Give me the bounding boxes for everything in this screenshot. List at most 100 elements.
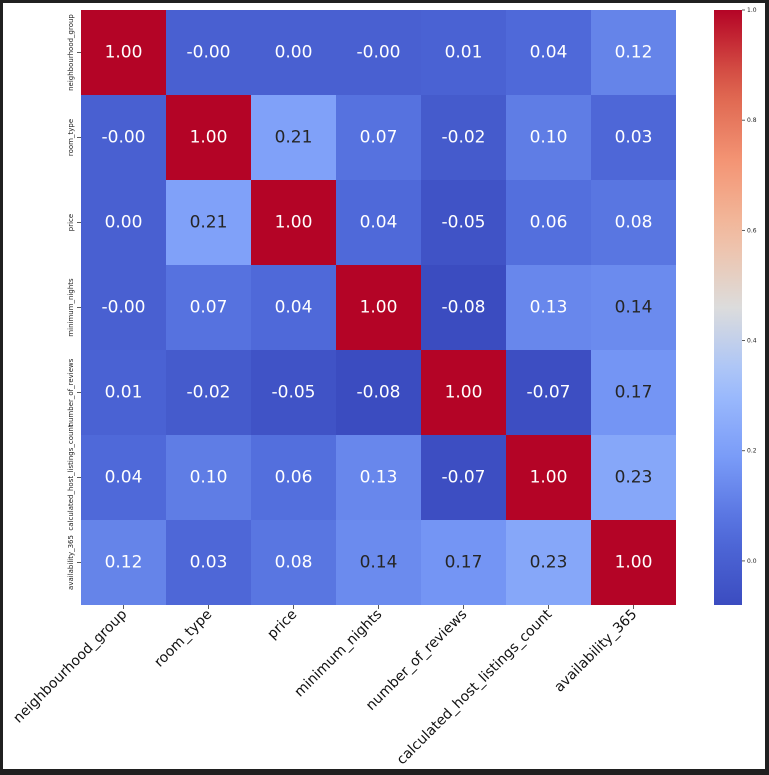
heatmap-cell <box>251 95 336 180</box>
heatmap-cell <box>421 435 506 520</box>
cell-annotation: -0.00 <box>357 43 401 63</box>
colorbar-tick-label: 0.0 <box>747 558 757 565</box>
figure-panel: 1.00 -0.00 0.00 -0.00 0.01 0.04 0.12 -0.00 1.00 0… <box>3 3 765 769</box>
heatmap-cell <box>166 435 251 520</box>
cell-annotation: -0.07 <box>527 383 571 403</box>
cell-annotation: 0.10 <box>530 128 568 148</box>
heatmap-cell <box>81 10 166 95</box>
heatmap-cell <box>251 180 336 265</box>
heatmap-annotations: 1.00 -0.00 0.00 -0.00 0.01 0.04 0.12 -0.00 1.00 0… <box>102 43 653 573</box>
heatmap-cell <box>591 435 676 520</box>
heatmap-cell <box>166 520 251 605</box>
heatmap-cell <box>81 95 166 180</box>
x-tick-label: availability_365 <box>551 607 640 696</box>
heatmap-cell <box>421 520 506 605</box>
y-tick-label: calculated_host_listings_count <box>67 424 75 530</box>
heatmap-cell <box>166 95 251 180</box>
colorbar-tick-label: 0.8 <box>747 117 757 124</box>
colorbar-tick-label: 0.6 <box>747 227 757 234</box>
cell-annotation: 1.00 <box>360 298 398 318</box>
heatmap-cell <box>166 180 251 265</box>
heatmap-cell <box>591 265 676 350</box>
cell-annotation: 0.00 <box>275 43 313 63</box>
y-tick-label: number_of_reviews <box>67 358 75 426</box>
cell-annotation: 0.10 <box>190 468 228 488</box>
cell-annotation: 0.08 <box>615 213 653 233</box>
x-tick-label: calculated_host_listings_count <box>394 606 556 768</box>
heatmap-cell <box>251 265 336 350</box>
heatmap-cell <box>506 265 591 350</box>
heatmap-cell <box>421 180 506 265</box>
heatmap-cell <box>81 520 166 605</box>
heatmap-cell <box>251 435 336 520</box>
colorbar-tick-label: 0.2 <box>747 448 757 455</box>
cell-annotation: 0.07 <box>190 298 228 318</box>
cell-annotation: 0.08 <box>275 553 313 573</box>
cell-annotation: 0.03 <box>190 553 228 573</box>
heatmap-cell <box>506 350 591 435</box>
cell-annotation: 0.17 <box>445 553 483 573</box>
cell-annotation: 0.12 <box>105 553 143 573</box>
cell-annotation: -0.05 <box>442 213 486 233</box>
cell-annotation: 0.06 <box>530 213 568 233</box>
colorbar-tick-label: 1.0 <box>747 7 757 14</box>
cell-annotation: 1.00 <box>275 213 313 233</box>
colorbar-tick-label: 0.4 <box>747 338 757 345</box>
colorbar: 0.0 0.2 0.4 0.6 0.8 1.0 <box>714 7 757 605</box>
heatmap-cell <box>591 180 676 265</box>
cell-annotation: 0.21 <box>275 128 313 148</box>
y-tick-label: availability_365 <box>67 535 75 590</box>
cell-annotation: 0.14 <box>615 298 653 318</box>
cell-annotation: 0.01 <box>445 43 483 63</box>
cell-annotation: 1.00 <box>105 43 143 63</box>
heatmap-cell <box>506 435 591 520</box>
cell-annotation: 0.13 <box>360 468 398 488</box>
cell-annotation: -0.05 <box>272 383 316 403</box>
heatmap-cell <box>506 520 591 605</box>
x-tick-label: neighbourhood_group <box>10 606 130 726</box>
heatmap-cell <box>506 10 591 95</box>
x-tick-label: minimum_nights <box>291 607 385 701</box>
cell-annotation: -0.08 <box>357 383 401 403</box>
heatmap-cell <box>251 10 336 95</box>
heatmap-cell <box>81 435 166 520</box>
heatmap-cell <box>336 265 421 350</box>
heatmap-cell <box>421 10 506 95</box>
heatmap-cell <box>251 350 336 435</box>
heatmap-cell <box>336 10 421 95</box>
heatmap-cell <box>81 180 166 265</box>
heatmap-cell <box>336 95 421 180</box>
heatmap-cell <box>81 350 166 435</box>
heatmap-cell <box>591 520 676 605</box>
heatmap-cell <box>166 265 251 350</box>
cell-annotation: -0.02 <box>187 383 231 403</box>
heatmap-cell <box>591 350 676 435</box>
heatmap-cell <box>336 435 421 520</box>
cell-annotation: 0.04 <box>105 468 143 488</box>
y-tick-label: minimum_nights <box>67 278 75 337</box>
cell-annotation: 0.21 <box>190 213 228 233</box>
y-tick-label: room_type <box>67 119 75 156</box>
heatmap-cell <box>251 520 336 605</box>
heatmap-cell <box>81 265 166 350</box>
cell-annotation: 0.01 <box>105 383 143 403</box>
cell-annotation: 1.00 <box>190 128 228 148</box>
cell-annotation: 0.07 <box>360 128 398 148</box>
heatmap-cell <box>421 265 506 350</box>
heatmap-cell <box>506 180 591 265</box>
correlation-heatmap: 1.00 -0.00 0.00 -0.00 0.01 0.04 0.12 -0.00 1.00 0… <box>10 7 757 768</box>
cell-annotation: -0.00 <box>102 298 146 318</box>
heatmap-cell <box>421 95 506 180</box>
y-tick-label: neighbourhood_group <box>67 14 75 91</box>
heatmap-cell <box>166 350 251 435</box>
cell-annotation: 0.04 <box>275 298 313 318</box>
heatmap-cell <box>336 520 421 605</box>
heatmap-cell <box>336 350 421 435</box>
heatmap-cell <box>166 10 251 95</box>
x-axis-labels: neighbourhood_group room_type priceminimum… <box>10 605 640 768</box>
heatmap-cell <box>591 95 676 180</box>
cell-annotation: 1.00 <box>445 383 483 403</box>
cell-annotation: -0.02 <box>442 128 486 148</box>
